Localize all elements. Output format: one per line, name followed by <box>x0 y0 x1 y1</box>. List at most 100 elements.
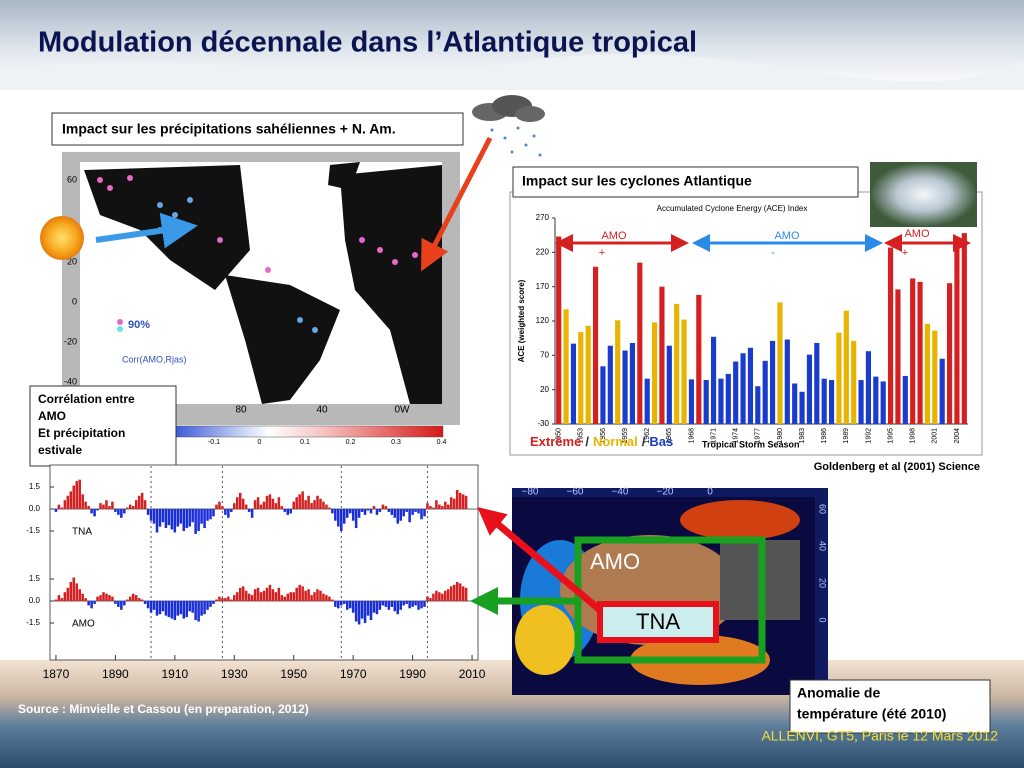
anomaly-line: Anomalie de <box>797 685 880 701</box>
bar <box>351 509 355 521</box>
bar <box>197 601 200 622</box>
bar <box>340 601 343 606</box>
correlation-line: Et précipitation <box>38 426 125 440</box>
bar <box>429 598 432 601</box>
bar <box>417 509 420 514</box>
y-tick-label: 70 <box>540 350 549 359</box>
bar <box>179 601 183 615</box>
bar <box>298 584 301 601</box>
bar <box>304 590 307 601</box>
bar <box>271 589 275 601</box>
bar <box>262 590 266 601</box>
bar <box>438 592 441 601</box>
legend-entry: Normal <box>593 434 638 449</box>
bar <box>206 509 209 521</box>
bar <box>218 501 221 509</box>
bar <box>578 331 584 424</box>
bar <box>417 601 420 610</box>
bar <box>828 380 835 424</box>
bar <box>244 590 248 601</box>
bar <box>114 509 117 512</box>
bar <box>375 509 379 515</box>
bar <box>253 589 257 601</box>
bar <box>435 590 438 601</box>
bar <box>366 601 370 616</box>
lon-label: 40 <box>316 405 328 416</box>
bar <box>369 509 373 514</box>
bar <box>461 586 465 601</box>
series-label: TNA <box>72 527 92 538</box>
bar <box>105 500 108 509</box>
bar <box>75 583 79 601</box>
bar <box>784 339 790 424</box>
bar <box>66 495 70 509</box>
bar <box>131 593 135 601</box>
bar <box>924 323 931 424</box>
bar <box>137 495 141 509</box>
bar <box>710 336 717 424</box>
arrow <box>95 212 198 249</box>
bar <box>348 601 352 609</box>
bar <box>212 509 215 517</box>
bar <box>725 373 731 424</box>
x-tick-label: 1953 <box>578 428 585 444</box>
bar <box>887 247 894 424</box>
bar <box>256 587 260 601</box>
land <box>340 165 442 404</box>
x-tick-label: 1959 <box>622 428 629 444</box>
bar <box>337 509 340 527</box>
colorbar-label: 0.3 <box>391 439 401 446</box>
bar <box>420 509 423 520</box>
x-axis-label: Tropical Storm Season <box>702 439 800 449</box>
bar <box>932 330 938 424</box>
colorbar-label: 0.2 <box>346 439 356 446</box>
bar <box>111 501 114 509</box>
bar <box>197 509 200 531</box>
bar <box>351 601 355 613</box>
ace-chart: Accumulated Cyclone Energy (ACE) Index -3… <box>517 204 971 449</box>
bar <box>464 587 468 601</box>
bar <box>173 509 177 533</box>
bar <box>280 506 284 509</box>
bar <box>426 596 429 601</box>
y-tick-label: -30 <box>537 419 549 428</box>
y-axis-label: ACE (weighted score) <box>517 279 526 362</box>
bar <box>939 358 945 424</box>
bar <box>72 485 76 509</box>
bar <box>123 509 126 514</box>
bar <box>438 504 441 509</box>
bar <box>134 500 138 509</box>
bar <box>696 294 702 424</box>
bar <box>155 509 159 533</box>
bar <box>114 601 117 604</box>
bar <box>423 509 426 517</box>
bar <box>325 504 328 509</box>
x-tick-label: 1995 <box>887 428 894 444</box>
x-tick-label: 1965 <box>666 428 673 444</box>
bar <box>747 347 754 424</box>
bar <box>307 589 310 601</box>
bar <box>629 342 636 424</box>
annotation-label: AMO <box>774 230 800 242</box>
bar <box>659 286 665 424</box>
bar <box>342 509 346 524</box>
bar <box>194 601 197 621</box>
legend-dot <box>117 326 123 332</box>
bar <box>880 381 886 424</box>
bar <box>414 509 417 512</box>
bar <box>259 504 263 509</box>
bar <box>411 601 414 607</box>
bar <box>435 500 438 509</box>
legend-separator: / <box>642 434 646 449</box>
x-tick-label: 1971 <box>710 428 717 444</box>
bar <box>292 501 295 509</box>
bar <box>799 391 805 424</box>
bar <box>102 504 105 509</box>
bar <box>238 492 242 509</box>
bar <box>280 595 284 601</box>
bar <box>99 595 102 601</box>
bar <box>307 495 310 509</box>
bar <box>345 601 349 610</box>
bar <box>126 599 129 601</box>
sst-lat-label: 20 <box>818 578 828 588</box>
